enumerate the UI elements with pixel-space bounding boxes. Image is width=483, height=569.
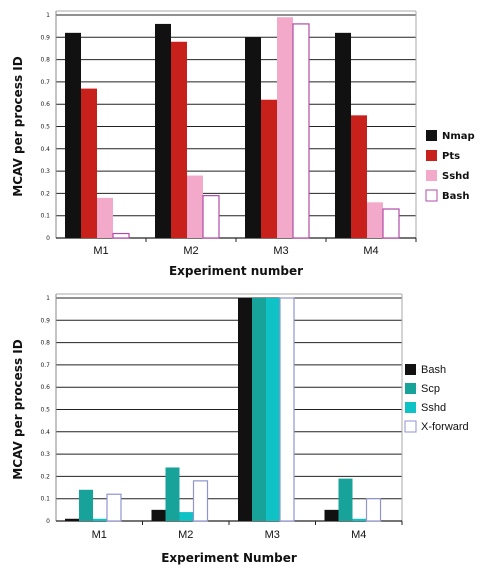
bar-x-forward-m4: [365, 498, 382, 522]
bar-bash-m4: [324, 509, 339, 521]
bar-nmap-m3: [245, 37, 261, 238]
bar-bash-m4: [382, 208, 400, 239]
legend-label-x-forward: X-forward: [421, 421, 469, 433]
y-tick-label: 0.7: [40, 79, 50, 86]
bar-bash-m2: [151, 509, 166, 521]
y-tick-label: 0.3: [40, 168, 50, 175]
legend-label-bash: Bash: [442, 191, 469, 202]
bar-scp-m1: [79, 489, 93, 521]
y-tick-label: 0.2: [40, 190, 50, 197]
y-tick-label: 0.9: [40, 317, 50, 324]
bar-bash-m1: [65, 518, 79, 521]
y-axis-title: MCAV per process ID: [11, 339, 25, 479]
bar-x-forward-m2: [192, 480, 209, 522]
x-tick-label: M1: [92, 529, 107, 541]
y-tick-label: 0.6: [40, 384, 50, 391]
legend-swatch-x-forward: [404, 420, 417, 433]
x-axis-title: Experiment number: [169, 264, 303, 278]
bar-bash-m1: [112, 232, 130, 239]
bar-x-forward-m3: [279, 297, 295, 522]
y-tick-label: 0.7: [40, 362, 50, 369]
bar-pts-m1: [81, 88, 97, 238]
bar-scp-m4: [338, 478, 353, 521]
y-tick-label: 1: [46, 12, 50, 19]
bar-bash-m2: [202, 195, 220, 239]
y-tick-label: 0.3: [40, 451, 50, 458]
legend-swatch-nmap: [426, 130, 437, 141]
x-tick-label: M3: [273, 245, 288, 257]
x-tick-label: M2: [183, 245, 198, 257]
bar-nmap-m4: [335, 32, 351, 239]
x-tick-label: M4: [363, 245, 378, 257]
bar-sshd-m2: [187, 175, 203, 238]
bar-x-forward-m1: [106, 493, 122, 522]
y-tick-label: 0.9: [40, 34, 50, 41]
bar-sshd-m1: [93, 518, 107, 521]
y-tick-label: 0.1: [40, 213, 50, 220]
x-tick-label: M1: [93, 245, 108, 257]
legend-swatch-sshd: [405, 402, 416, 413]
bar-pts-m4: [351, 115, 367, 238]
y-axis-title: MCAV per process ID: [11, 56, 25, 196]
bar-bash-m3: [292, 23, 310, 239]
legend-label-sshd: Sshd: [421, 402, 446, 414]
chart-top: 0 0.1 0.2 0.3 0.4 0.5 0.6 0.7 0.8 0.9 1 M1 M2 M3 M4 Exp…: [11, 10, 475, 278]
y-tick-label: 0.1: [40, 496, 50, 503]
bar-nmap-m2: [155, 23, 171, 239]
x-tick-label: M2: [178, 529, 193, 541]
legend-swatch-bash: [405, 364, 416, 375]
y-tick-label: 0.5: [40, 124, 50, 131]
bar-scp-m3: [252, 298, 266, 521]
y-tick-label: 0.4: [40, 146, 50, 153]
x-axis-title: Experiment Number: [161, 551, 297, 565]
x-tick-label: M3: [265, 529, 280, 541]
bar-sshd-m1: [97, 197, 113, 238]
x-tick-label: M4: [351, 529, 366, 541]
bar-bash-m3: [238, 298, 252, 521]
bar-pts-m2: [171, 41, 187, 239]
y-tick-label: 1: [46, 295, 50, 302]
legend-label-scp: Scp: [421, 383, 440, 395]
legend-label-sshd: Sshd: [442, 171, 469, 182]
y-tick-label: 0.5: [40, 407, 50, 414]
bar-sshd-m3: [266, 298, 280, 521]
y-tick-label: 0: [46, 235, 50, 242]
bar-sshd-m3: [277, 17, 293, 239]
legend-label-nmap: Nmap: [442, 131, 475, 142]
y-tick-label: 0.6: [40, 101, 50, 108]
legend-swatch-scp: [405, 383, 416, 394]
chart-bottom: 0 0.1 0.2 0.3 0.4 0.5 0.6 0.7 0.8 0.9 1 M1 M2 M3 M4 Exp…: [11, 293, 469, 565]
bar-pts-m3: [261, 99, 277, 239]
bar-nmap-m1: [65, 32, 81, 239]
legend-swatch-pts: [426, 150, 437, 161]
legend-swatch-sshd: [426, 170, 437, 181]
y-tick-label: 0.2: [40, 473, 50, 480]
bar-sshd-m4: [367, 202, 383, 238]
y-tick-label: 0.8: [40, 340, 50, 347]
bar-sshd-m4: [352, 518, 367, 521]
legend-label-pts: Pts: [442, 151, 460, 162]
bar-scp-m2: [165, 467, 180, 521]
y-tick-label: 0.4: [40, 429, 50, 436]
bar-sshd-m2: [179, 512, 194, 521]
legend-label-bash: Bash: [421, 364, 446, 376]
y-tick-label: 0: [46, 518, 50, 525]
y-tick-label: 0.8: [40, 57, 50, 64]
legend-swatch-bash: [425, 189, 438, 202]
